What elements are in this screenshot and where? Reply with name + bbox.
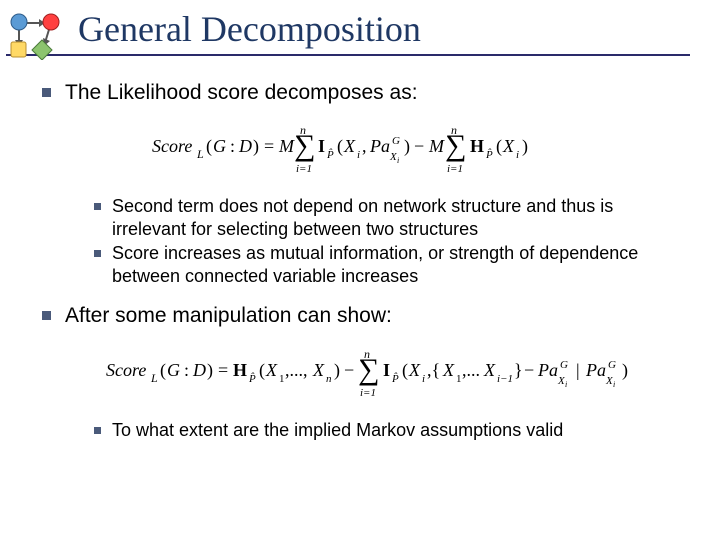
svg-text:}: } [514,360,523,380]
svg-text:(: ( [160,360,166,381]
bullet-lvl1: The Likelihood score decomposes as: [42,80,680,106]
svg-text:Score: Score [152,136,192,156]
title-container: General Decomposition [64,8,720,56]
bullet-lvl2: To what extent are the implied Markov as… [94,419,680,442]
svg-text:): ) [522,136,528,157]
bullet-text: After some manipulation can show: [65,303,392,329]
svg-text:Pa: Pa [369,136,390,156]
svg-text:): ) [253,136,259,157]
svg-text:∑: ∑ [445,129,466,162]
svg-text:P̂: P̂ [485,148,493,161]
svg-text:H: H [233,360,247,380]
bullet-lvl1: After some manipulation can show: [42,303,680,329]
svg-text:i: i [397,156,399,165]
svg-text:G: G [560,359,568,371]
svg-text:|: | [576,360,580,380]
svg-text:Pa: Pa [585,360,606,380]
svg-text::: : [230,136,235,156]
svg-text:P̂: P̂ [248,372,256,385]
svg-text:): ) [404,136,410,157]
svg-text:1: 1 [456,373,462,385]
svg-text::: : [184,360,189,380]
bullet-icon [94,250,101,257]
svg-text:): ) [622,360,628,381]
svg-text:i: i [422,373,425,385]
svg-text:Score: Score [106,360,146,380]
slide: General Decomposition The Likelihood sco… [0,0,720,540]
svg-text:∑: ∑ [294,129,315,162]
svg-text:P̂: P̂ [326,148,334,161]
slide-header: General Decomposition [0,0,720,60]
svg-text:i: i [516,149,519,161]
svg-text:(: ( [337,136,343,157]
svg-text:L: L [150,371,158,385]
svg-text:i: i [357,149,360,161]
bullet-text: Score increases as mutual information, o… [112,242,680,287]
svg-text:n: n [326,373,332,385]
svg-text:): ) [334,360,340,381]
svg-text:X: X [265,360,278,380]
svg-text:(: ( [259,360,265,381]
svg-text:X: X [408,360,421,380]
svg-text:I: I [383,360,390,380]
bullet-icon [42,311,51,320]
svg-text:M: M [428,136,445,156]
svg-text:X: X [483,360,496,380]
svg-text:,{: ,{ [427,360,440,380]
svg-text:P̂: P̂ [391,372,399,385]
svg-text:i−1: i−1 [497,373,513,385]
svg-text:G: G [392,135,400,147]
svg-text:M: M [278,136,295,156]
svg-text:−: − [344,360,354,380]
bullet-lvl2: Second term does not depend on network s… [94,195,680,240]
bullet-text: Second term does not depend on network s… [112,195,680,240]
bullet-icon [42,88,51,97]
slide-title: General Decomposition [78,8,720,50]
svg-text:G: G [608,359,616,371]
formula-1: Score L ( G : D ) = M n ∑ i=1 I P̂ ( X i… [42,112,680,191]
svg-text:Pa: Pa [537,360,558,380]
network-icon [6,10,64,60]
bullet-icon [94,427,101,434]
bullet-text: The Likelihood score decomposes as: [65,80,418,106]
slide-content: The Likelihood score decomposes as: Scor… [0,60,720,441]
svg-text:i=1: i=1 [360,387,376,398]
svg-text:i=1: i=1 [296,163,312,174]
svg-text:X: X [502,136,515,156]
svg-text:G: G [213,136,226,156]
formula-2: Score L ( G : D ) = H P̂ ( X 1 ,..., X n… [42,336,680,415]
svg-text:i: i [613,380,615,389]
svg-text:−: − [524,360,534,380]
svg-text:i=1: i=1 [447,163,463,174]
svg-text:1: 1 [279,373,285,385]
svg-text:=: = [264,136,274,156]
svg-text:X: X [343,136,356,156]
svg-text:i: i [565,380,567,389]
svg-text:X: X [442,360,455,380]
svg-text:,: , [362,136,367,156]
bullet-icon [94,203,101,210]
svg-text:D: D [192,360,206,380]
svg-text:∑: ∑ [358,353,379,386]
svg-text:,...: ,... [462,360,480,380]
svg-text:,...,: ,..., [285,360,308,380]
svg-text:X: X [312,360,325,380]
svg-text:I: I [318,136,325,156]
svg-text:−: − [414,136,424,156]
svg-text:D: D [238,136,252,156]
svg-text:H: H [470,136,484,156]
svg-text:=: = [218,360,228,380]
svg-text:G: G [167,360,180,380]
bullet-text: To what extent are the implied Markov as… [112,419,563,442]
svg-text:(: ( [402,360,408,381]
title-underline [6,54,690,56]
svg-text:): ) [207,360,213,381]
svg-text:(: ( [496,136,502,157]
bullet-lvl2: Score increases as mutual information, o… [94,242,680,287]
svg-text:(: ( [206,136,212,157]
svg-text:L: L [196,147,204,161]
